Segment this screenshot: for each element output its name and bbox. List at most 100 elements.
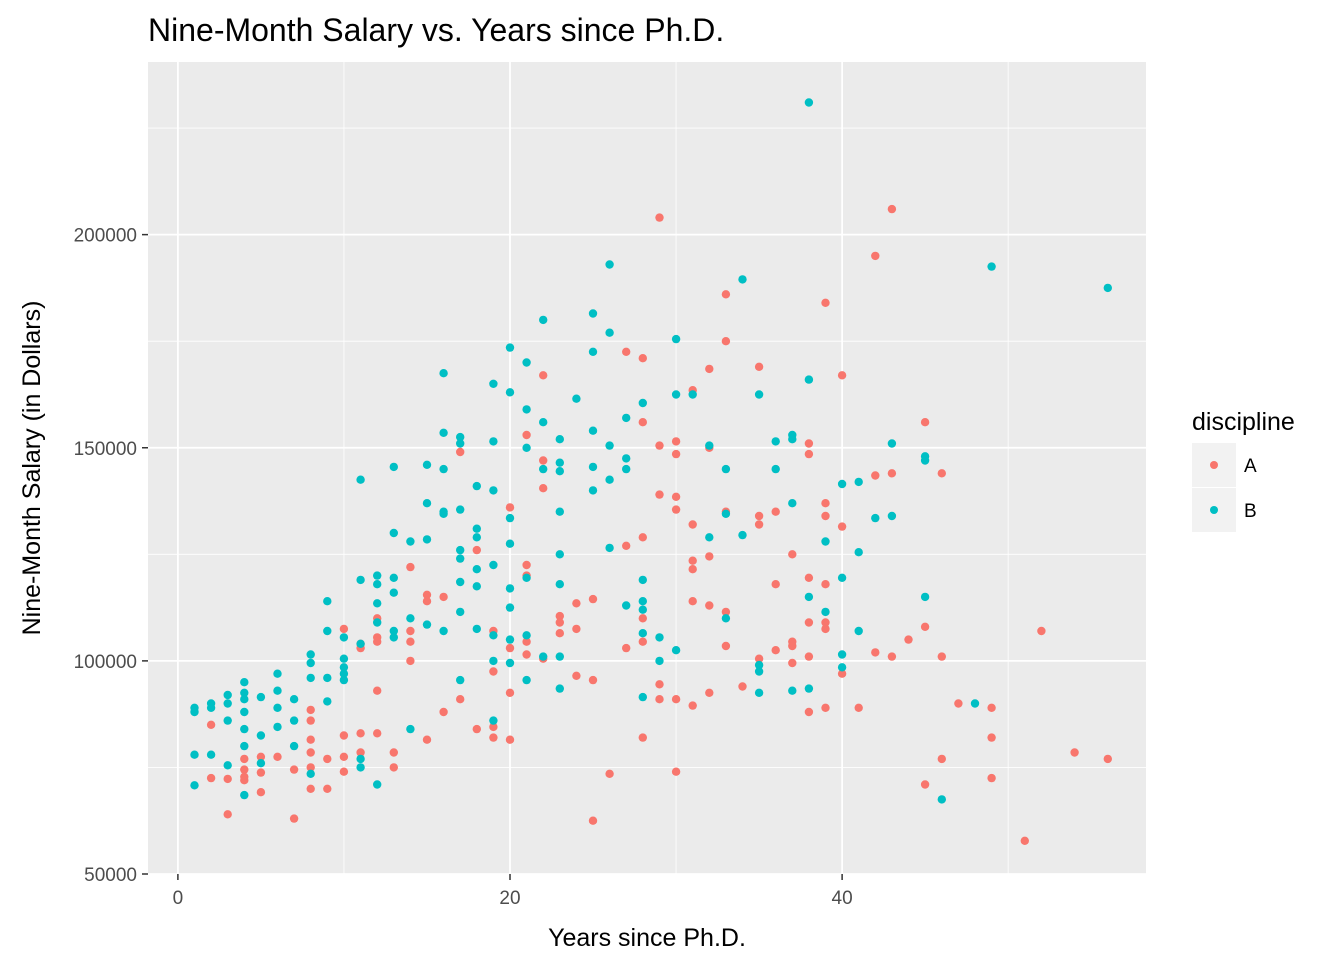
series-a-point <box>422 735 432 744</box>
series-a-point <box>954 699 963 708</box>
series-a-point <box>555 611 564 621</box>
series-a-point <box>671 767 681 776</box>
series-a-point <box>655 680 664 689</box>
series-a-point <box>1070 748 1079 757</box>
series-b-point <box>456 432 465 442</box>
series-a-point <box>472 545 481 555</box>
series-b-point <box>539 418 548 427</box>
series-b-point <box>356 754 365 764</box>
series-b-point <box>240 688 249 697</box>
series-b-point <box>605 260 614 269</box>
series-a-point <box>406 656 415 666</box>
series-a-point <box>920 418 930 427</box>
series-b-point <box>406 724 415 734</box>
series-b-point <box>788 435 797 444</box>
series-a-point <box>422 590 432 599</box>
series-b-point <box>655 656 664 666</box>
series-b-point <box>721 509 731 518</box>
series-b-point <box>638 629 647 638</box>
series-a-point <box>223 810 232 819</box>
series-b-point <box>522 443 531 452</box>
series-b-point <box>339 654 349 663</box>
series-a-point <box>987 773 996 783</box>
series-a-point <box>622 347 631 356</box>
series-b-point <box>771 464 780 474</box>
x-tick-label: 0 <box>173 888 184 909</box>
series-b-point <box>273 722 282 732</box>
series-a-point <box>356 748 365 757</box>
series-a-point <box>920 780 930 789</box>
series-a-point <box>505 503 515 512</box>
series-a-point <box>821 703 830 712</box>
series-b-point <box>373 599 382 608</box>
series-b-point <box>588 486 598 495</box>
series-a-point <box>306 784 315 793</box>
series-b-point <box>306 673 315 683</box>
series-b-point <box>555 458 564 467</box>
series-b-point <box>339 669 349 678</box>
series-b-point <box>389 462 398 472</box>
series-b-point <box>456 554 465 563</box>
series-b-point <box>240 678 249 687</box>
series-a-point <box>588 594 598 604</box>
series-b-point <box>705 441 714 450</box>
series-a-point <box>705 688 714 697</box>
series-a-point <box>887 469 897 478</box>
series-b-point <box>323 673 332 683</box>
series-a-point <box>306 748 315 757</box>
x-axis-title: Years since Ph.D. <box>548 924 746 952</box>
series-b-point <box>422 460 432 469</box>
series-b-point <box>256 731 266 740</box>
series-a-point <box>804 449 814 459</box>
series-a-point <box>804 652 814 661</box>
series-b-point <box>256 759 266 768</box>
series-b-point <box>987 262 996 271</box>
series-a-point <box>655 213 664 222</box>
series-a-point <box>754 511 764 521</box>
series-b-point <box>837 573 847 582</box>
series-b-point <box>472 481 481 491</box>
series-a-point <box>339 731 349 740</box>
series-b-point <box>339 675 349 685</box>
series-b-point <box>588 426 598 435</box>
series-b-point <box>456 545 465 555</box>
series-a-point <box>306 735 315 744</box>
series-a-point <box>904 635 913 644</box>
series-b-point <box>638 398 647 408</box>
series-b-point <box>356 763 365 772</box>
chart-title: Nine-Month Salary vs. Years since Ph.D. <box>148 12 724 48</box>
series-b-point <box>754 390 764 399</box>
series-a-point <box>821 624 830 634</box>
series-b-point <box>206 703 216 712</box>
series-a-point <box>240 776 249 785</box>
series-b-point <box>472 624 481 634</box>
series-a-point <box>771 580 780 589</box>
series-a-point <box>871 471 880 480</box>
series-a-point <box>987 733 996 742</box>
series-b-point <box>522 405 531 414</box>
series-b-point <box>555 652 564 661</box>
series-a-points <box>206 204 1113 845</box>
series-a-point <box>456 447 465 457</box>
series-b-point <box>854 626 863 636</box>
series-a-point <box>539 484 548 493</box>
series-a-point <box>339 767 349 776</box>
legend-label-b: B <box>1244 501 1257 522</box>
series-b-point <box>555 507 564 516</box>
series-a-point <box>871 251 880 261</box>
series-b-point <box>206 750 216 759</box>
series-a-point <box>489 722 498 732</box>
x-tick-label: 40 <box>832 888 853 909</box>
series-a-point <box>422 597 432 606</box>
series-a-point <box>273 752 282 761</box>
series-b-point <box>588 462 598 472</box>
series-b-point <box>323 697 332 706</box>
series-b-point <box>738 275 747 284</box>
series-b-point <box>505 513 515 523</box>
series-b-point <box>920 456 930 465</box>
series-a-point <box>754 362 764 371</box>
series-b-point <box>489 437 498 446</box>
series-a-point <box>489 733 498 742</box>
series-b-point <box>406 614 415 623</box>
x-tick-label: 20 <box>499 888 520 909</box>
